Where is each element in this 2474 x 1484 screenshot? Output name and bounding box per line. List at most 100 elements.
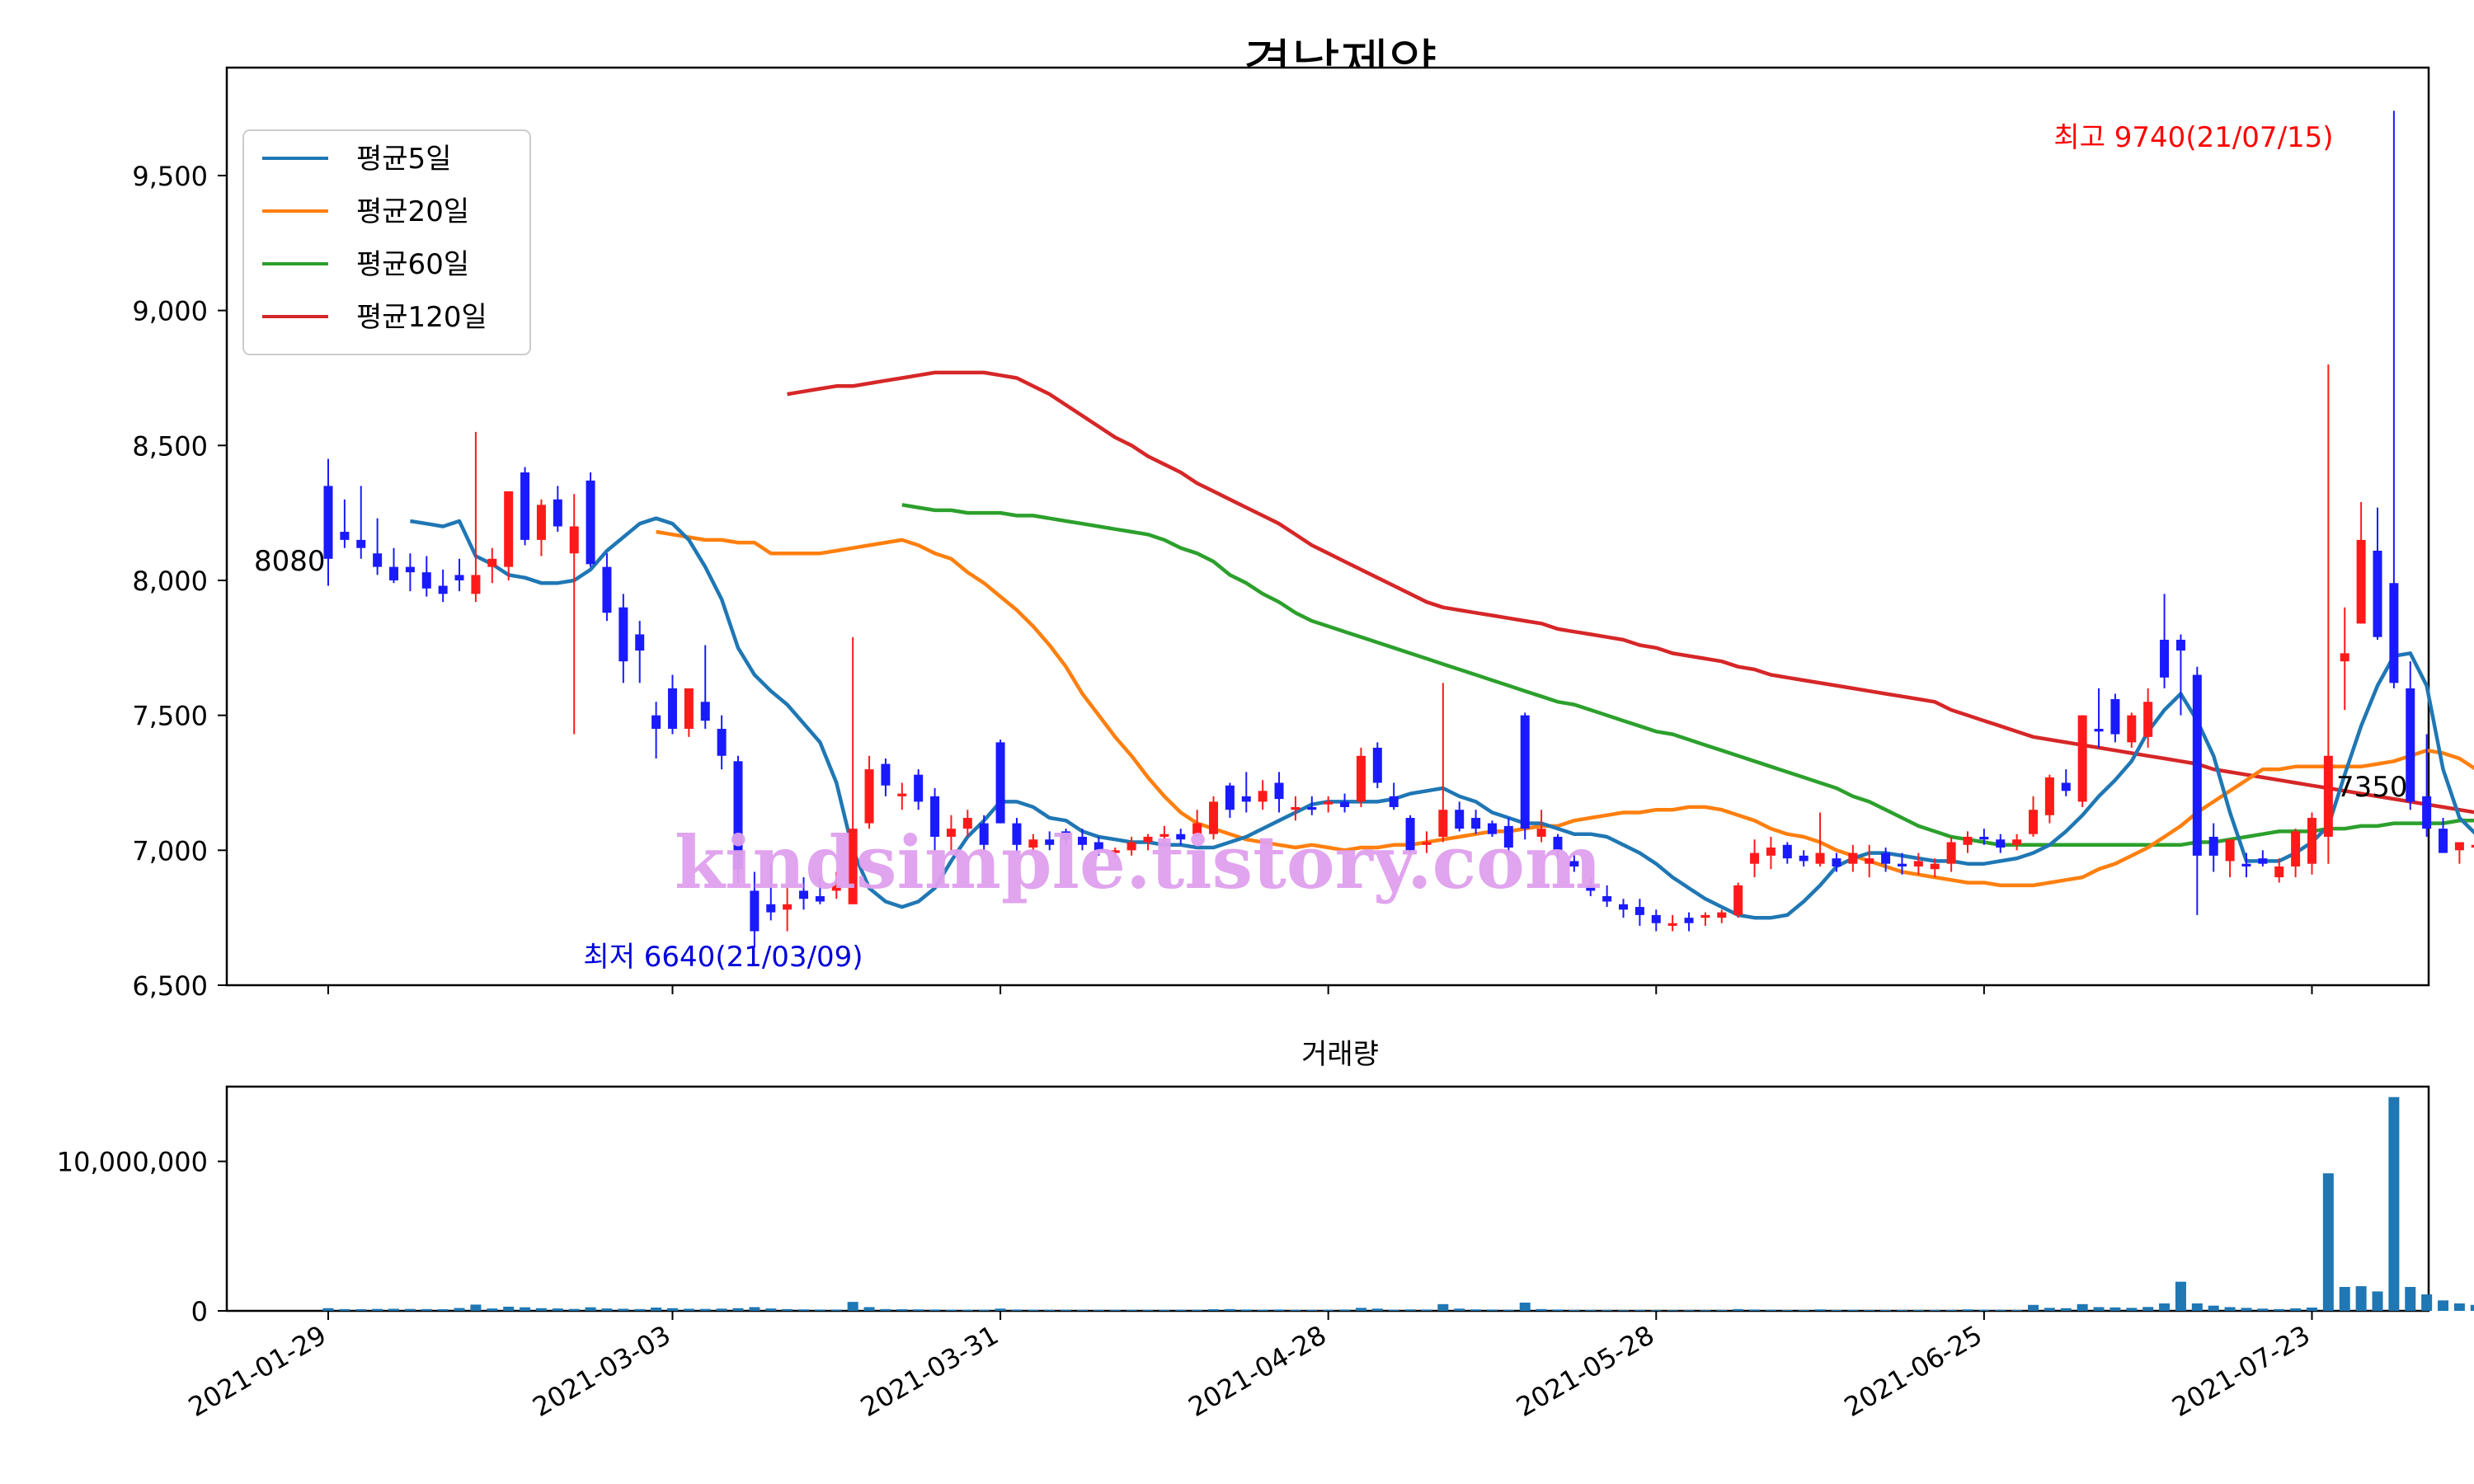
candle-body xyxy=(1963,836,1973,845)
volume-bar xyxy=(470,1304,482,1311)
volume-bar xyxy=(2290,1308,2302,1311)
volume-bar xyxy=(1126,1309,1137,1311)
volume-bar xyxy=(1159,1309,1170,1311)
volume-bar xyxy=(1962,1309,1973,1311)
volume-bar xyxy=(404,1308,416,1311)
volume-bar xyxy=(929,1309,941,1311)
candle-body xyxy=(1307,806,1317,810)
volume-bar xyxy=(1781,1309,1793,1311)
volume-panel: 거래량 010,000,000 2021-01-29 2021-03-03 2021… xyxy=(57,1038,2474,1423)
candle-body xyxy=(1061,831,1071,840)
candle-body xyxy=(618,607,628,662)
candle-body xyxy=(717,729,727,756)
volume-bar xyxy=(322,1308,334,1311)
candle-body xyxy=(881,763,891,786)
volume-bar xyxy=(1323,1309,1334,1311)
volume-bar xyxy=(830,1309,842,1311)
candle-body xyxy=(651,715,661,730)
volume-bar xyxy=(913,1309,924,1311)
candle-body xyxy=(1913,861,1923,866)
volume-bar xyxy=(1109,1309,1121,1311)
x-tick-label: 2021-01-29 xyxy=(183,1319,332,1423)
candle-body xyxy=(1602,895,1612,902)
volume-bar xyxy=(2126,1308,2138,1311)
candle-body xyxy=(340,532,350,540)
candle-body xyxy=(2012,839,2022,845)
candle-body xyxy=(1946,842,1956,864)
volume-bar xyxy=(683,1308,694,1311)
candle-body xyxy=(815,895,825,902)
candle-body xyxy=(602,566,612,613)
volume-bar xyxy=(2453,1303,2465,1311)
volume-bar xyxy=(1814,1309,1826,1311)
candle-body xyxy=(2160,639,2170,678)
volume-bar xyxy=(2109,1307,2121,1311)
candle-body xyxy=(2356,539,2366,624)
volume-bar xyxy=(355,1309,367,1311)
volume-bar xyxy=(666,1308,678,1311)
volume-bar xyxy=(1044,1309,1056,1311)
volume-bar xyxy=(1650,1310,1662,1312)
volume-bar xyxy=(1749,1309,1761,1311)
candle-body xyxy=(1897,863,1907,866)
candle-body xyxy=(1520,715,1530,829)
candle-body xyxy=(1667,923,1677,926)
volume-bar xyxy=(1798,1309,1809,1311)
candle-body xyxy=(1372,747,1382,783)
volume-bar xyxy=(1683,1310,1695,1312)
volume-bar xyxy=(1486,1309,1498,1311)
volume-bar xyxy=(2438,1300,2449,1311)
volume-bar xyxy=(1028,1309,1039,1311)
volume-bar xyxy=(962,1309,973,1311)
volume-bar xyxy=(601,1308,613,1311)
volume-bar xyxy=(535,1308,547,1311)
volume-bar xyxy=(732,1308,744,1311)
candle-body xyxy=(487,558,497,567)
price-y-tick-label: 8,500 xyxy=(132,430,208,462)
candle-body xyxy=(864,769,874,824)
candle-body xyxy=(1553,836,1563,851)
candle-body xyxy=(1340,801,1350,807)
candle-body xyxy=(766,904,776,913)
volume-y-tick-label: 10,000,000 xyxy=(57,1147,208,1178)
volume-bar xyxy=(1208,1309,1220,1311)
volume-bar xyxy=(2044,1308,2055,1311)
volume-bar xyxy=(339,1308,350,1311)
volume-bar xyxy=(1388,1309,1399,1311)
candle-body xyxy=(1717,912,1727,918)
candle-body xyxy=(930,796,940,837)
volume-bar xyxy=(2421,1294,2433,1311)
price-y-tick-label: 7,000 xyxy=(132,835,208,866)
candle-body xyxy=(1536,829,1546,837)
candle-body xyxy=(536,505,546,540)
candle-body xyxy=(586,480,595,565)
candle-body xyxy=(2389,583,2399,683)
volume-y-tick-label: 0 xyxy=(191,1296,208,1327)
candle-body xyxy=(1996,839,2006,848)
candle-body xyxy=(783,904,793,910)
volume-bar xyxy=(1240,1309,1252,1311)
candle-body xyxy=(356,539,366,548)
candle-body xyxy=(2373,550,2382,637)
volume-bar xyxy=(388,1308,400,1311)
volume-bar xyxy=(1257,1309,1268,1311)
candle-body xyxy=(504,491,514,567)
candle-body xyxy=(635,634,645,651)
candle-body xyxy=(1930,863,1940,870)
volume-bar xyxy=(1175,1309,1187,1311)
candle-body xyxy=(831,885,841,891)
price-y-tick-label: 9,000 xyxy=(132,296,208,327)
candle-body xyxy=(1471,818,1481,829)
volume-bar xyxy=(2028,1304,2039,1311)
legend: 평균5일 평균20일 평균60일 평균120일 xyxy=(242,129,531,355)
candle-body xyxy=(1126,842,1136,851)
candle-body xyxy=(2471,844,2474,848)
candle-body xyxy=(914,774,924,802)
volume-bar xyxy=(716,1308,727,1311)
volume-bar xyxy=(1634,1309,1645,1311)
volume-bar xyxy=(798,1309,810,1311)
volume-bar xyxy=(699,1308,711,1311)
volume-bar xyxy=(2159,1303,2171,1311)
candle-body xyxy=(1225,785,1235,810)
volume-title: 거래량 xyxy=(1301,1038,1379,1071)
